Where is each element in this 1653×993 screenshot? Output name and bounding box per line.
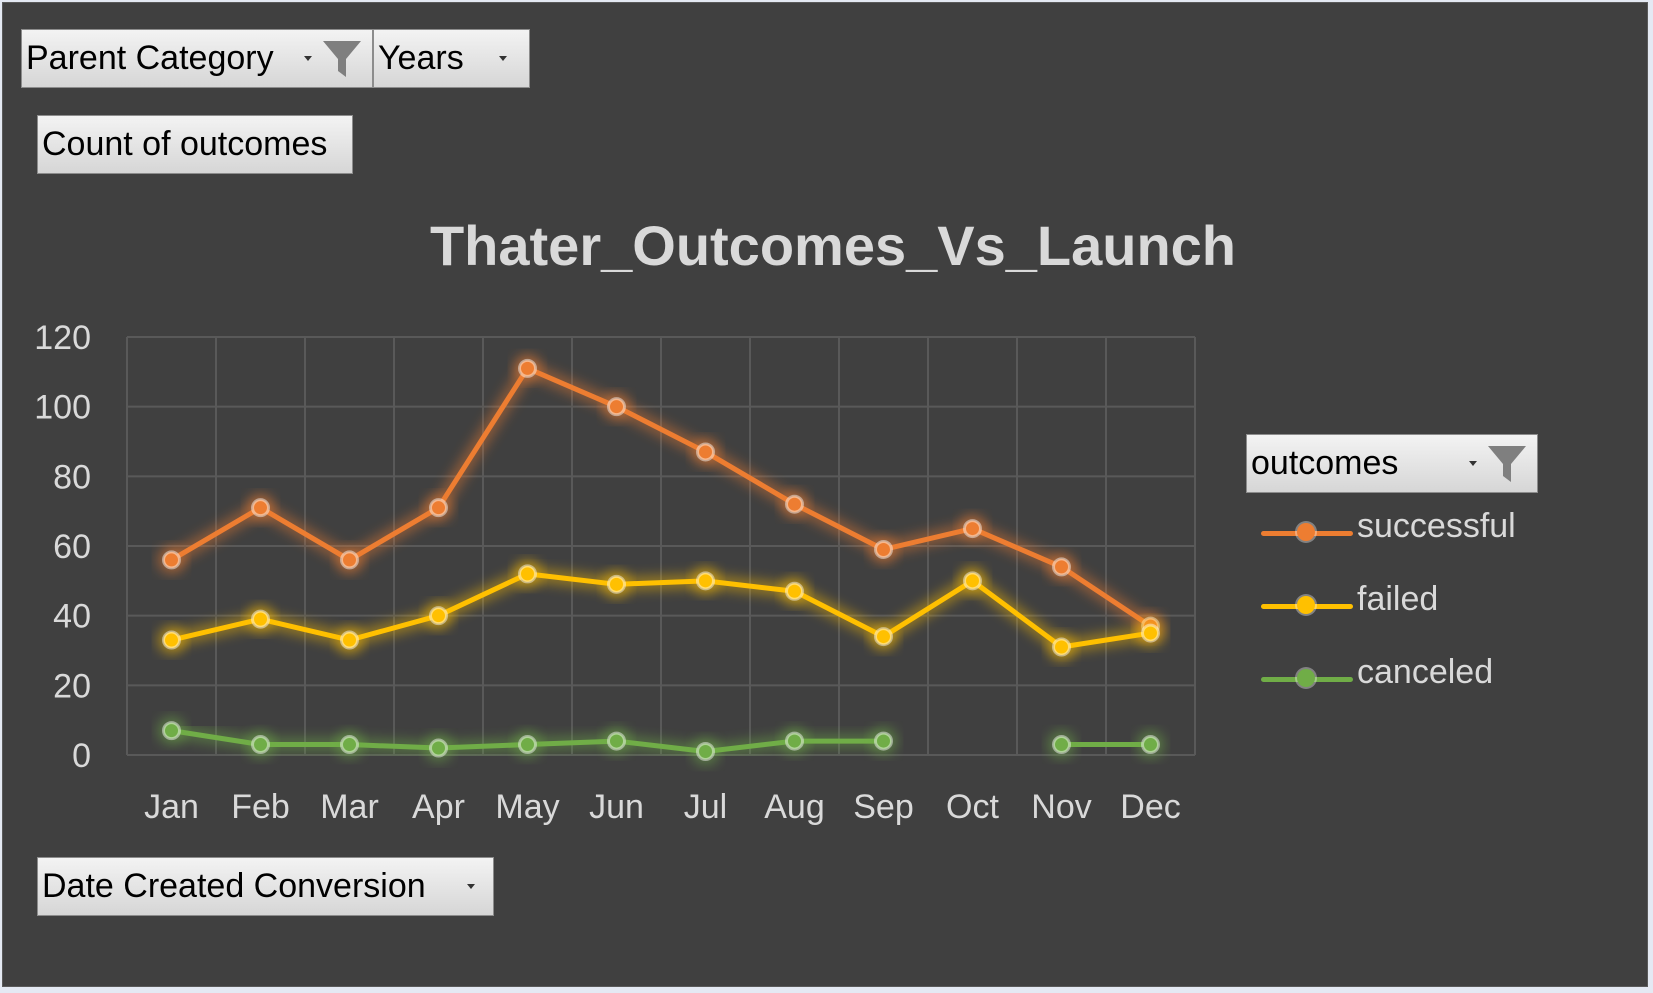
- x-tick-label: Jul: [684, 788, 727, 826]
- legend-label: failed: [1357, 580, 1439, 618]
- data-point: [1052, 735, 1071, 755]
- x-tick-label: Oct: [946, 788, 999, 826]
- data-point: [251, 735, 270, 755]
- series-failed: [157, 559, 1165, 662]
- x-tick-label: Sep: [853, 788, 914, 826]
- line-chart: Thater_Outcomes_Vs_Launch 0 20 40 60 80 100 12…: [34, 214, 1236, 826]
- filter-funnel-icon: [1488, 445, 1526, 482]
- data-point: [874, 627, 893, 647]
- data-point: [340, 630, 359, 650]
- x-tick-label: May: [495, 788, 559, 826]
- data-point: [607, 731, 626, 751]
- data-point: [162, 550, 181, 570]
- data-point: [1052, 557, 1071, 577]
- data-point: [963, 571, 982, 591]
- data-point: [696, 442, 715, 462]
- data-point: [1052, 637, 1071, 657]
- value-field-label: Count of outcomes: [42, 125, 328, 163]
- data-point: [429, 606, 448, 626]
- x-tick-label: Feb: [231, 788, 290, 826]
- filter-funnel-icon: [323, 40, 361, 77]
- data-point: [607, 574, 626, 594]
- chevron-down-icon: [1469, 461, 1477, 466]
- legend-marker: [1297, 596, 1315, 614]
- data-point: [963, 519, 982, 539]
- data-point: [696, 742, 715, 762]
- chevron-down-icon: [304, 56, 312, 61]
- y-tick-label: 40: [53, 598, 91, 636]
- data-point: [429, 498, 448, 518]
- y-tick-label: 80: [53, 458, 91, 496]
- outcomes-label: outcomes: [1251, 444, 1399, 482]
- legend-marker: [1297, 523, 1315, 541]
- data-point: [162, 721, 181, 741]
- data-point: [251, 609, 270, 629]
- x-tick-label: Apr: [412, 788, 465, 826]
- x-tick-label: Jun: [589, 788, 644, 826]
- axis-field-label: Date Created Conversion: [42, 867, 426, 905]
- data-point: [1141, 735, 1160, 755]
- x-tick-label: Dec: [1120, 788, 1180, 826]
- data-point: [340, 550, 359, 570]
- y-tick-label: 60: [53, 528, 91, 566]
- legend-label: successful: [1357, 507, 1516, 545]
- value-field-button[interactable]: Count of outcomes: [37, 115, 353, 174]
- data-point: [785, 731, 804, 751]
- series-successful: [157, 354, 1165, 641]
- y-tick-label: 20: [53, 667, 91, 705]
- legend-label: canceled: [1357, 653, 1494, 691]
- data-point: [785, 581, 804, 601]
- chevron-down-icon: [467, 884, 475, 889]
- years-label: Years: [378, 39, 464, 77]
- data-point: [874, 731, 893, 751]
- parent-category-filter-button[interactable]: Parent Category: [21, 29, 373, 88]
- parent-category-label: Parent Category: [26, 39, 274, 77]
- data-point: [429, 738, 448, 758]
- y-tick-label: 0: [72, 737, 91, 775]
- legend-marker: [1297, 669, 1315, 687]
- x-tick-label: Mar: [320, 788, 379, 826]
- x-tick-label: Nov: [1031, 788, 1091, 826]
- chart-title: Thater_Outcomes_Vs_Launch: [430, 214, 1236, 277]
- data-point: [162, 630, 181, 650]
- data-point: [340, 735, 359, 755]
- data-point: [607, 397, 626, 417]
- data-point: [696, 571, 715, 591]
- years-filter-button[interactable]: Years: [373, 29, 530, 88]
- x-tick-label: Jan: [144, 788, 199, 826]
- y-tick-label: 100: [34, 389, 91, 427]
- y-tick-label: 120: [34, 319, 91, 357]
- series-canceled: [157, 716, 1165, 766]
- data-point: [785, 494, 804, 514]
- series-line: [170, 365, 1152, 629]
- data-point: [518, 358, 537, 378]
- data-point: [518, 735, 537, 755]
- data-point: [1141, 623, 1160, 643]
- chevron-down-icon: [499, 56, 507, 61]
- outcomes-legend-filter-button[interactable]: outcomes: [1246, 434, 1538, 493]
- data-point: [518, 564, 537, 584]
- series-line: [170, 571, 1151, 650]
- data-point: [251, 498, 270, 518]
- data-point: [874, 539, 893, 559]
- x-tick-label: Aug: [764, 788, 825, 826]
- axis-field-filter-button[interactable]: Date Created Conversion: [37, 857, 494, 916]
